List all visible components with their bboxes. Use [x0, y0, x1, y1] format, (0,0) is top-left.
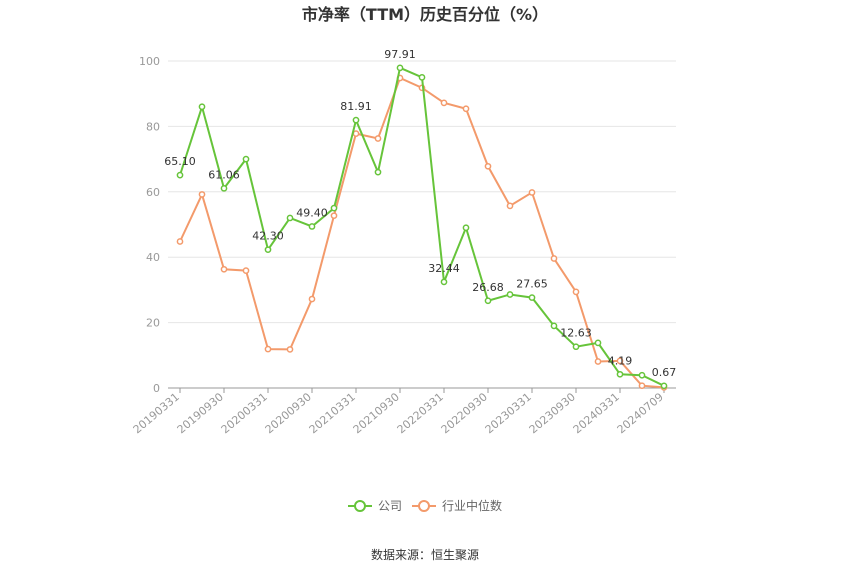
- data-point: [440, 278, 448, 286]
- x-axis: 2019033120190930202003312020093020210331…: [131, 387, 676, 436]
- data-point: [176, 238, 184, 245]
- data-point: [440, 99, 448, 107]
- data-point: [462, 224, 470, 232]
- data-point: [308, 295, 316, 303]
- source-note: 数据来源：恒生聚源: [371, 547, 479, 562]
- legend-company-label: 公司: [378, 499, 402, 513]
- data-point: [418, 74, 426, 81]
- data-point: [176, 171, 184, 179]
- data-point: [506, 291, 514, 298]
- data-label: 81.91: [340, 100, 372, 113]
- x-tick-label: 20240709: [615, 390, 666, 436]
- data-labels: 65.10 61.06 42.30 49.40 81.91 97.91 32.44 26.68…: [164, 48, 676, 379]
- data-point: [264, 246, 272, 254]
- data-label: 0.67: [652, 366, 677, 379]
- data-point: [220, 265, 228, 273]
- data-point: [528, 294, 536, 301]
- data-point: [528, 189, 536, 196]
- data-label: 49.40: [296, 206, 328, 219]
- data-label: 97.91: [384, 48, 416, 61]
- x-tick-label: 20190930: [175, 390, 226, 436]
- data-point: [242, 267, 250, 274]
- data-label: 12.63: [560, 327, 592, 340]
- data-point: [352, 130, 360, 137]
- data-point: [484, 162, 492, 170]
- data-label: 4.19: [608, 354, 633, 367]
- data-label: 42.30: [252, 230, 284, 243]
- data-point: [286, 346, 294, 353]
- data-point: [374, 168, 382, 176]
- y-tick-label: 40: [146, 251, 160, 264]
- legend-item-industry[interactable]: 行业中位数: [412, 498, 502, 513]
- x-tick-label: 20190331: [131, 390, 182, 436]
- data-point: [616, 357, 624, 365]
- x-tick-label: 20220930: [439, 390, 490, 436]
- data-point: [198, 191, 206, 198]
- data-point: [638, 371, 646, 379]
- y-tick-label: 100: [139, 55, 160, 68]
- legend-company-marker: [354, 500, 366, 512]
- data-point: [616, 370, 624, 378]
- data-point: [374, 135, 382, 142]
- data-point: [550, 255, 558, 262]
- data-point: [220, 184, 228, 192]
- y-tick-label: 60: [146, 186, 160, 199]
- x-tick-label: 20210331: [307, 390, 358, 436]
- data-point: [572, 343, 580, 351]
- x-tick-label: 20200930: [263, 390, 314, 436]
- data-point: [198, 103, 206, 111]
- x-tick-label: 20210930: [351, 390, 402, 436]
- data-label: 65.10: [164, 155, 196, 168]
- x-tick-label: 20220331: [395, 390, 446, 436]
- data-label: 27.65: [516, 278, 548, 291]
- data-point: [330, 212, 338, 220]
- series-industry-median: [176, 74, 668, 391]
- data-label: 32.44: [428, 262, 460, 275]
- data-label: 61.06: [208, 168, 240, 181]
- y-tick-label: 0: [153, 382, 160, 395]
- data-point: [572, 288, 580, 296]
- x-tick-label: 20230331: [483, 390, 534, 436]
- data-point: [638, 382, 646, 390]
- data-point: [242, 155, 250, 163]
- x-tick-label: 20230930: [527, 390, 578, 436]
- data-point: [506, 202, 514, 210]
- grid: [168, 60, 676, 324]
- data-point: [660, 382, 668, 390]
- series-company: [176, 64, 668, 390]
- legend-item-company[interactable]: 公司: [348, 499, 402, 513]
- chart-title: 市净率（TTM）历史百分位（%）: [302, 5, 548, 24]
- data-point: [396, 64, 404, 72]
- data-label: 26.68: [472, 281, 504, 294]
- data-point: [594, 358, 602, 365]
- data-point: [484, 297, 492, 305]
- data-point: [550, 322, 558, 330]
- y-tick-label: 80: [146, 120, 160, 133]
- data-point: [264, 345, 272, 353]
- y-axis: 0 20 40 60 80 100: [139, 55, 160, 395]
- data-point: [594, 339, 602, 347]
- data-point: [286, 214, 294, 222]
- series-lines: [176, 64, 668, 391]
- legend: 公司 行业中位数: [348, 498, 502, 513]
- data-point: [330, 204, 338, 212]
- x-tick-label: 20240331: [571, 390, 622, 436]
- legend-industry-marker: [418, 500, 430, 512]
- legend-industry-label: 行业中位数: [442, 498, 502, 513]
- x-tick-label: 20200331: [219, 390, 270, 436]
- data-point: [308, 223, 316, 230]
- data-point: [462, 105, 470, 113]
- data-point: [352, 116, 360, 124]
- y-tick-label: 20: [146, 317, 160, 330]
